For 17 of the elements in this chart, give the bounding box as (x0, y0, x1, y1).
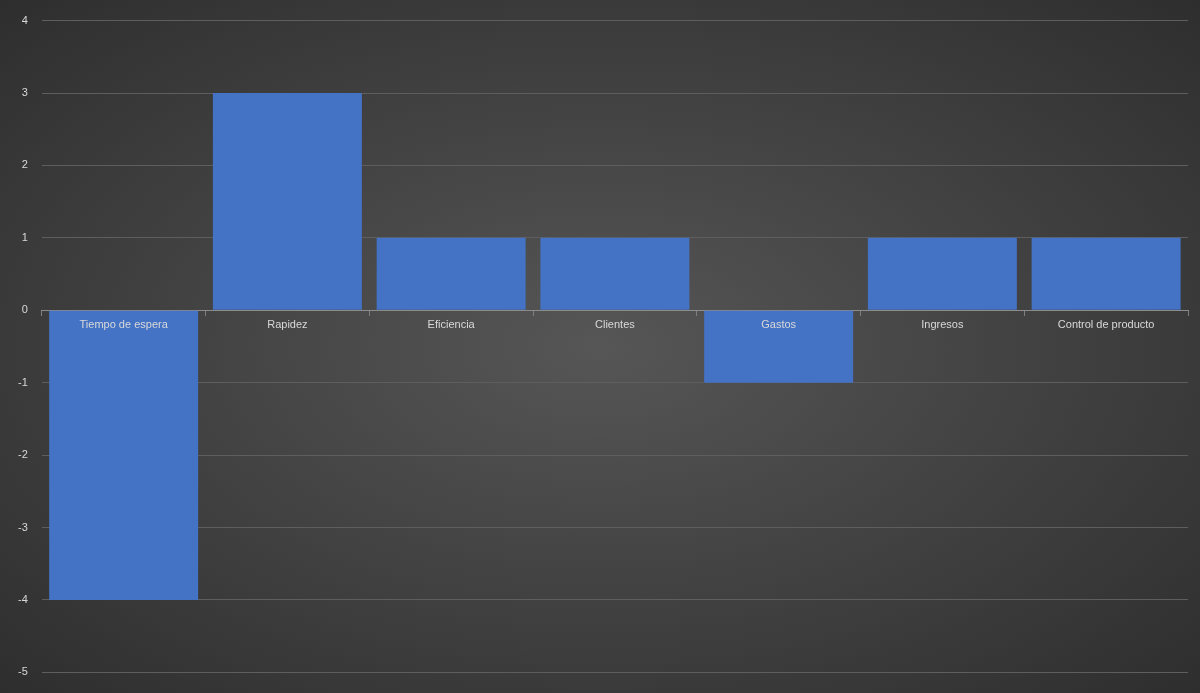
x-tick-label: Eficiencia (427, 317, 476, 330)
y-tick-label: -3 (18, 520, 28, 533)
y-tick-label: -2 (18, 448, 28, 461)
y-tick-label: 3 (21, 86, 28, 99)
x-tick-label: Ingresos (921, 317, 964, 330)
x-tick-label: Rapidez (267, 317, 308, 330)
x-tick-label: Tiempo de espera (79, 317, 169, 330)
y-tick-label: 1 (21, 230, 28, 243)
x-tick-label: Gastos (761, 317, 797, 330)
y-tick-label: 0 (21, 303, 28, 316)
x-tick-label: Control de producto (1057, 317, 1155, 330)
y-tick-label: -1 (18, 375, 28, 388)
x-tick-label: Clientes (595, 317, 636, 330)
y-tick-label: -5 (18, 665, 28, 678)
y-tick-label: -4 (18, 593, 28, 606)
y-tick-label: 4 (21, 13, 28, 26)
y-tick-label: 2 (21, 158, 28, 171)
